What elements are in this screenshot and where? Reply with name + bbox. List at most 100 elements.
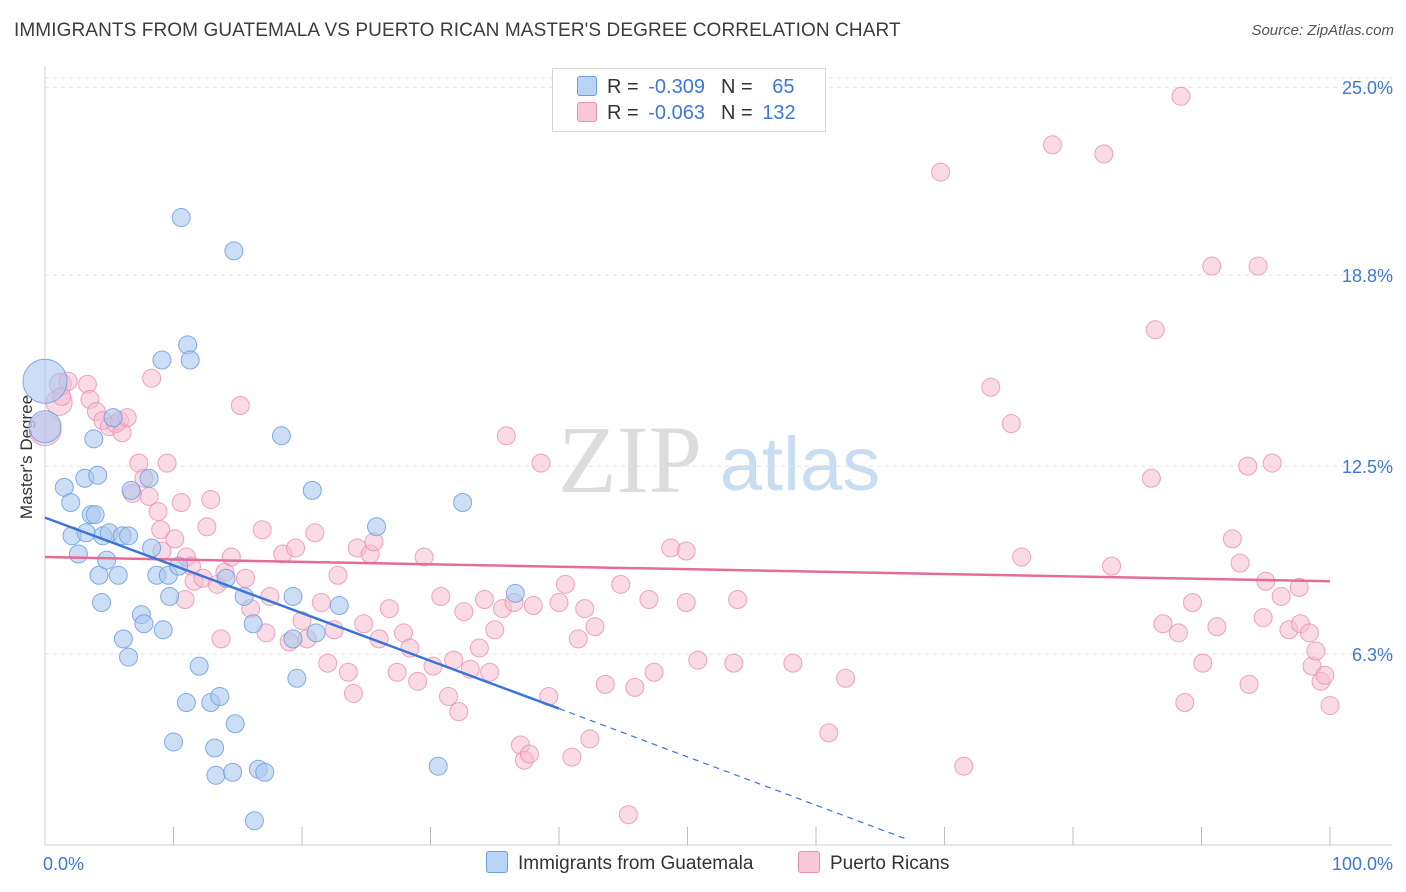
data-point-guatemala	[223, 762, 243, 782]
data-point-puerto-ricans	[252, 520, 272, 540]
data-point-puerto-ricans	[585, 617, 605, 637]
data-point-puerto-ricans	[151, 520, 171, 540]
series-puerto-ricans	[28, 86, 1340, 825]
data-point-puerto-ricans	[387, 662, 407, 682]
data-point-puerto-ricans	[496, 426, 516, 446]
data-point-puerto-ricans	[661, 538, 681, 558]
data-point-puerto-ricans	[1145, 320, 1165, 340]
y-tick-label: 12.5%	[1342, 457, 1393, 477]
x-tick-label-min: 0.0%	[43, 854, 84, 874]
data-point-guatemala	[134, 614, 154, 634]
trend-lines	[44, 516, 1331, 840]
legend-swatch-pink	[798, 851, 820, 873]
legend-swatch-pink	[577, 102, 597, 122]
data-point-puerto-ricans	[676, 593, 696, 613]
data-point-guatemala	[160, 586, 180, 606]
data-point-puerto-ricans	[555, 574, 575, 594]
data-point-puerto-ricans	[379, 599, 399, 619]
data-point-puerto-ricans	[568, 629, 588, 649]
data-point-puerto-ricans	[286, 538, 306, 558]
data-point-guatemala	[428, 756, 448, 776]
trend-line-guatemala-extension	[558, 708, 907, 840]
data-point-puerto-ricans	[318, 653, 338, 673]
chart-title: IMMIGRANTS FROM GUATEMALA VS PUERTO RICA…	[14, 20, 901, 41]
data-point-puerto-ricans	[230, 395, 250, 415]
data-point-puerto-ricans	[438, 686, 458, 706]
data-point-puerto-ricans	[523, 596, 543, 616]
data-point-puerto-ricans	[1183, 593, 1203, 613]
data-point-guatemala	[180, 350, 200, 370]
data-point-guatemala	[206, 765, 226, 785]
watermark-atlas: atlas	[720, 422, 881, 507]
data-point-puerto-ricans	[728, 589, 748, 609]
data-point-guatemala	[108, 565, 128, 585]
data-point-guatemala	[68, 544, 88, 564]
y-tick-label: 18.8%	[1342, 266, 1393, 286]
data-point-guatemala	[139, 468, 159, 488]
data-point-puerto-ricans	[1239, 674, 1259, 694]
data-point-puerto-ricans	[328, 565, 348, 585]
data-point-puerto-ricans	[157, 453, 177, 473]
data-point-guatemala	[88, 465, 108, 485]
data-point-puerto-ricans	[197, 517, 217, 537]
legend-r-value: -0.063	[648, 102, 705, 124]
source-label: Source: ZipAtlas.com	[1251, 22, 1394, 39]
data-point-puerto-ricans	[343, 683, 363, 703]
data-point-guatemala	[225, 714, 245, 734]
data-point-guatemala	[176, 693, 196, 713]
data-point-puerto-ricans	[408, 671, 428, 691]
data-point-guatemala	[283, 586, 303, 606]
data-point-puerto-ricans	[485, 620, 505, 640]
data-point-puerto-ricans	[201, 489, 221, 509]
data-point-puerto-ricans	[354, 614, 374, 634]
data-point-puerto-ricans	[480, 662, 500, 682]
legend-r-value: -0.309	[648, 76, 705, 98]
data-point-puerto-ricans	[519, 744, 539, 764]
data-point-puerto-ricans	[311, 593, 331, 613]
data-point-puerto-ricans	[562, 747, 582, 767]
data-point-puerto-ricans	[836, 668, 856, 688]
data-point-puerto-ricans	[235, 568, 255, 588]
data-point-puerto-ricans	[1222, 529, 1242, 549]
data-point-puerto-ricans	[454, 602, 474, 622]
correlation-legend: R = -0.309 N = 65 R = -0.063 N = 132	[552, 68, 826, 132]
data-point-puerto-ricans	[954, 756, 974, 776]
x-tick-label-max: 100.0%	[1332, 854, 1393, 874]
data-point-puerto-ricans	[469, 638, 489, 658]
data-point-puerto-ricans	[1299, 623, 1319, 643]
data-point-guatemala	[287, 668, 307, 688]
data-point-puerto-ricans	[1253, 608, 1273, 628]
data-point-guatemala	[113, 629, 133, 649]
data-point-puerto-ricans	[676, 541, 696, 561]
watermark: ZIP atlas	[558, 406, 880, 513]
data-point-puerto-ricans	[531, 453, 551, 473]
legend-r-label: R =	[607, 76, 639, 98]
data-point-puerto-ricans	[1012, 547, 1032, 567]
data-point-guatemala	[61, 492, 81, 512]
legend-row-puerto-ricans: R = -0.063 N = 132	[577, 102, 796, 125]
data-point-puerto-ricans	[1171, 86, 1191, 106]
data-point-guatemala	[171, 208, 191, 228]
axis-tick-labels: 6.3% 12.5% 18.8% 25.0% 0.0% 100.0%	[43, 78, 1393, 874]
legend-n-label: N =	[720, 102, 753, 124]
data-point-guatemala	[306, 623, 326, 643]
data-point-guatemala	[505, 583, 525, 603]
legend-r-label: R =	[607, 102, 639, 124]
data-point-guatemala	[164, 732, 183, 752]
data-point-puerto-ricans	[611, 574, 631, 594]
data-point-puerto-ricans	[644, 662, 664, 682]
data-point-puerto-ricans	[724, 653, 744, 673]
data-point-puerto-ricans	[449, 702, 469, 722]
data-point-guatemala	[153, 620, 173, 640]
legend-label-guatemala: Immigrants from Guatemala	[518, 853, 754, 874]
data-point-guatemala	[234, 586, 254, 606]
data-point-puerto-ricans	[165, 529, 185, 549]
data-point-puerto-ricans	[431, 586, 451, 606]
legend-item-puerto-ricans: Puerto Ricans	[798, 851, 949, 875]
data-point-puerto-ricans	[618, 805, 638, 825]
grid	[45, 77, 1392, 655]
legend-row-guatemala: R = -0.309 N = 65	[577, 76, 794, 99]
data-point-guatemala	[367, 517, 387, 537]
data-point-guatemala	[84, 429, 104, 449]
data-point-guatemala	[283, 629, 303, 649]
